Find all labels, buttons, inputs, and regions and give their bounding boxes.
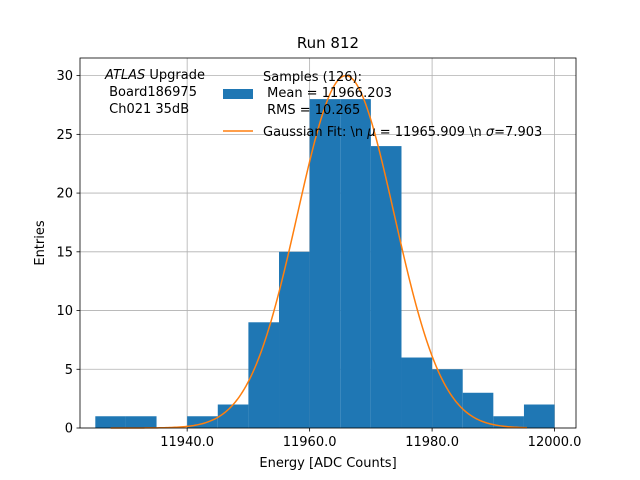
y-tick-label: 30 <box>56 69 73 84</box>
axes-frame <box>79 57 577 429</box>
y-tick-label: 5 <box>65 363 73 378</box>
chart-title: Run 812 <box>297 34 359 52</box>
histogram-bars <box>95 99 555 428</box>
histogram-bar <box>340 99 371 428</box>
legend-fit-sigma: σ <box>486 125 495 140</box>
annotation-atlas-italic: ATLAS <box>104 68 145 83</box>
atlas-annotation: ATLAS Upgrade Board186975 Ch021 35dB <box>104 68 205 117</box>
annotation-line-1: ATLAS Upgrade <box>104 68 205 83</box>
legend-samples-line-3: RMS = 10.265 <box>263 103 360 118</box>
histogram-bar <box>187 416 218 428</box>
legend-samples-swatch <box>223 89 253 99</box>
annotation-line-3: Ch021 35dB <box>105 102 189 117</box>
histogram-bar <box>401 357 433 428</box>
x-tick-label: 11940.0 <box>160 435 214 450</box>
histogram-bar <box>370 146 402 428</box>
histogram-bar <box>248 322 280 428</box>
x-tick-label: 11960.0 <box>283 435 337 450</box>
histogram-bar <box>279 251 310 428</box>
legend: Samples (126): Mean = 11966.203 RMS = 10… <box>223 70 542 140</box>
legend-fit-mid: = 11965.909 \n <box>376 125 486 140</box>
y-tick-label: 0 <box>65 422 73 437</box>
legend-fit-suffix: =7.903 <box>494 125 542 140</box>
y-tick-label: 15 <box>56 245 73 260</box>
x-axis-label: Energy [ADC Counts] <box>259 456 396 471</box>
annotation-line-2: Board186975 <box>105 85 197 100</box>
y-tick-label: 10 <box>56 304 73 319</box>
axis-ticks: 11940.0 11960.0 11980.0 12000.0 0 5 10 15 20 25 30 <box>56 69 581 450</box>
y-tick-label: 20 <box>56 187 73 202</box>
x-tick-label: 12000.0 <box>528 435 582 450</box>
histogram-bar <box>125 416 157 428</box>
histogram-bar <box>432 369 463 428</box>
histogram-bar <box>217 404 249 428</box>
legend-fit-prefix: Gaussian Fit: \n <box>263 125 367 140</box>
histogram-bar <box>523 404 555 428</box>
y-axis-label: Entries <box>33 220 48 266</box>
histogram-bar <box>309 99 341 428</box>
gaussian-fit-curve <box>110 74 528 429</box>
x-tick-label: 11980.0 <box>405 435 459 450</box>
plot-area: 11940.0 11960.0 11980.0 12000.0 0 5 10 15 20 25 30 <box>56 57 581 450</box>
annotation-upgrade: Upgrade <box>145 68 205 83</box>
legend-samples-line-2: Mean = 11966.203 <box>263 86 392 101</box>
legend-fit-mu: μ <box>366 125 375 140</box>
histogram-bar <box>95 416 126 428</box>
histogram-bar <box>493 416 524 428</box>
histogram-bar <box>462 392 494 428</box>
legend-samples-line-1: Samples (126): <box>263 70 362 85</box>
legend-fit-label: Gaussian Fit: \n μ = 11965.909 \n σ=7.90… <box>263 125 542 140</box>
y-tick-label: 25 <box>56 128 73 143</box>
